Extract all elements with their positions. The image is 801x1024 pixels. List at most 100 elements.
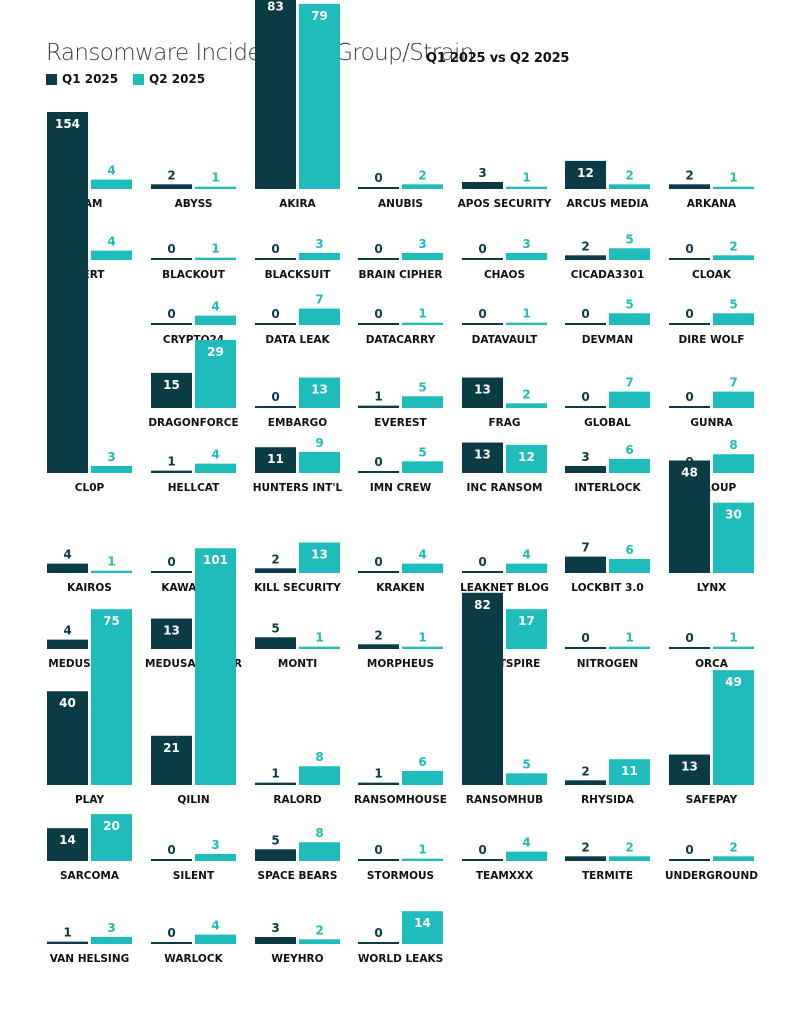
category-label-lynx: LYNX: [697, 582, 727, 594]
bar-q2-termite: [609, 856, 650, 861]
value-label-q2-crypto24: 4: [211, 300, 219, 314]
bar-q2-apos-security: [506, 186, 547, 189]
bar-q1-blackout: [151, 258, 192, 260]
category-label-dire-wolf: DIRE WOLF: [679, 334, 745, 346]
bar-q1-monti: [255, 637, 296, 649]
bar-q2-teamxxx: [506, 851, 547, 861]
value-label-q1-arcus-media: 12: [577, 166, 594, 180]
value-label-q2-dire-wolf: 5: [729, 297, 737, 311]
value-label-q2-weyhro: 2: [315, 923, 323, 937]
value-label-q1-cicada3301: 2: [581, 239, 589, 253]
group-arkana: 2 1 ARKANA: [669, 168, 754, 210]
bar-q1-safepay: [669, 754, 710, 785]
bar-q1-gunra: [669, 406, 710, 408]
bar-q2-hellcat: [195, 463, 236, 473]
group-teamxxx: 0 4 TEAMXXX: [462, 836, 547, 882]
bar-q2-dragonforce: [195, 340, 236, 408]
value-label-q1-akira: 83: [267, 0, 284, 13]
category-label-interlock: INTERLOCK: [574, 482, 641, 494]
bar-q1-ransomhouse: [358, 782, 399, 785]
bar-q2-kairos: [91, 570, 132, 573]
value-label-q2-world-leaks: 14: [414, 916, 431, 930]
value-label-q1-blackout: 0: [167, 242, 175, 256]
bar-q2-gunra: [713, 391, 754, 408]
legend-item-q2: Q2 2025: [133, 72, 205, 86]
value-label-q2-safepay: 49: [725, 675, 742, 689]
value-label-q1-lockbit-3-0: 7: [581, 541, 589, 555]
bar-q2-datacarry: [402, 322, 443, 325]
bar-q1-devman: [565, 323, 606, 325]
value-label-q1-monti: 5: [271, 621, 279, 635]
bar-q1-akira: [255, 0, 296, 190]
bar-q1-crypto24: [151, 323, 192, 325]
value-label-q2-stormous: 1: [418, 843, 426, 857]
group-blacksuit: 0 3 BLACKSUIT: [255, 237, 340, 281]
group-cloak: 0 2 CLOAK: [669, 239, 754, 281]
value-label-q1-hunters-int-l: 11: [267, 452, 284, 466]
value-label-q1-van-helsing: 1: [63, 926, 71, 940]
bar-q2-play: [91, 609, 132, 785]
category-label-qilin: QILIN: [177, 794, 209, 806]
value-label-q2-kairos: 1: [107, 555, 115, 569]
value-label-q2-devman: 5: [625, 297, 633, 311]
value-label-q2-embargo: 13: [311, 383, 328, 397]
value-label-q1-termite: 2: [581, 840, 589, 854]
category-label-underground: UNDERGROUND: [665, 870, 758, 882]
group-gunra: 0 7 GUNRA: [669, 376, 754, 429]
category-label-lockbit-3-0: LOCKBIT 3.0: [571, 582, 643, 594]
category-label-arkana: ARKANA: [687, 198, 737, 210]
bar-q1-teamxxx: [462, 859, 503, 861]
bar-q1-frag: [462, 377, 503, 408]
category-label-kairos: KAIROS: [67, 582, 112, 594]
bar-q2-dire-wolf: [713, 313, 754, 325]
value-label-q1-data-leak: 0: [271, 307, 279, 321]
group-lynx: 48 30 LYNX: [669, 460, 754, 594]
category-label-silent: SILENT: [173, 870, 215, 882]
bar-q2-nightspire: [506, 609, 547, 649]
bar-q1-chaos: [462, 258, 503, 260]
category-label-blackout: BLACKOUT: [162, 269, 226, 281]
bar-q1-leaknet-blog: [462, 571, 503, 573]
bar-q2-crypto24: [195, 315, 236, 325]
value-label-q2-monti: 1: [315, 631, 323, 645]
value-label-q2-ransomhouse: 6: [418, 755, 426, 769]
bar-q2-datavault: [506, 322, 547, 325]
bar-q1-arkana: [669, 184, 710, 189]
bar-q2-j-group: [713, 454, 754, 473]
bar-q1-imn-crew: [358, 471, 399, 473]
bar-q2-lockbit-3-0: [609, 558, 650, 573]
value-label-q1-abyss: 2: [167, 168, 175, 182]
category-label-kraken: KRAKEN: [376, 582, 424, 594]
value-label-q2-teamxxx: 4: [522, 836, 530, 850]
value-label-q1-underground: 0: [685, 843, 693, 857]
bar-q1-medusablog: [47, 639, 88, 649]
value-label-q2-kraken: 4: [418, 548, 426, 562]
value-label-q2-j-group: 8: [729, 438, 737, 452]
bar-q1-embargo: [255, 406, 296, 408]
bar-q2-lynx: [713, 502, 754, 573]
category-label-hunters-int-l: HUNTERS INT'L: [253, 482, 343, 494]
group-lockbit-3-0: 7 6 LOCKBIT 3.0: [565, 541, 650, 594]
value-label-q2-hunters-int-l: 9: [315, 436, 323, 450]
group-qilin: 21 101 QILIN: [151, 548, 236, 806]
bar-q1-underground: [669, 859, 710, 861]
bar-q1-ransomhub: [462, 592, 503, 785]
bar-q2-blacksuit: [299, 252, 340, 260]
group-dragonforce: 15 29 DRAGONFORCE: [148, 340, 239, 429]
value-label-q1-nitrogen: 0: [581, 631, 589, 645]
bar-q2-3am: [91, 179, 132, 189]
legend-swatch-q1: [46, 73, 57, 85]
bar-q2-warlock: [195, 934, 236, 944]
value-label-q2-orca: 1: [729, 631, 737, 645]
bar-q2-kraken: [402, 563, 443, 573]
value-label-q2-3am: 4: [107, 164, 115, 178]
group-inc-ransom: 13 12 INC RANSOM: [462, 442, 547, 494]
bar-q2-everest: [402, 396, 443, 408]
bar-q1-cicada3301: [565, 255, 606, 260]
bar-q2-kill-security: [299, 542, 340, 573]
bar-q2-silent: [195, 853, 236, 861]
category-label-space-bears: SPACE BEARS: [258, 870, 338, 882]
bar-q1-play: [47, 691, 88, 785]
bar-q1-arcus-media: [565, 160, 606, 189]
bar-q1-everest: [358, 405, 399, 408]
